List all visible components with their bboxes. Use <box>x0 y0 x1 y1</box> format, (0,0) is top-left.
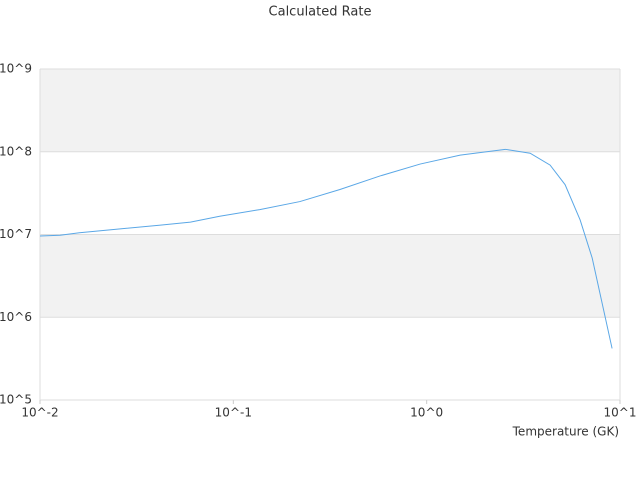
x-axis-label: Temperature (GK) <box>512 425 619 439</box>
y-tick-label: 10^8 <box>0 144 32 158</box>
x-tick-label: 10^1 <box>604 406 637 420</box>
x-tick-label: 10^-1 <box>215 406 252 420</box>
x-tick-label: 10^-2 <box>21 406 58 420</box>
y-tick-label: 10^6 <box>0 310 32 324</box>
grid-band <box>40 234 620 318</box>
chart-title: Calculated Rate <box>269 5 372 20</box>
x-tick-label: 10^0 <box>410 406 443 420</box>
y-tick-label: 10^7 <box>0 227 32 241</box>
y-tick-label: 10^9 <box>0 62 32 76</box>
data-line <box>39 148 613 349</box>
y-tick-label: 10^5 <box>0 393 32 407</box>
grid-band <box>40 69 620 152</box>
